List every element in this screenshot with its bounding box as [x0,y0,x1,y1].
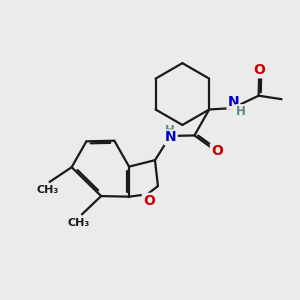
Text: N: N [227,94,239,109]
Text: CH₃: CH₃ [67,218,90,228]
Text: O: O [143,194,155,208]
Text: CH₃: CH₃ [37,185,59,195]
Text: H: H [236,105,246,118]
Text: H: H [165,124,175,136]
Text: O: O [211,144,223,158]
Text: O: O [253,63,265,77]
Text: N: N [165,130,177,145]
